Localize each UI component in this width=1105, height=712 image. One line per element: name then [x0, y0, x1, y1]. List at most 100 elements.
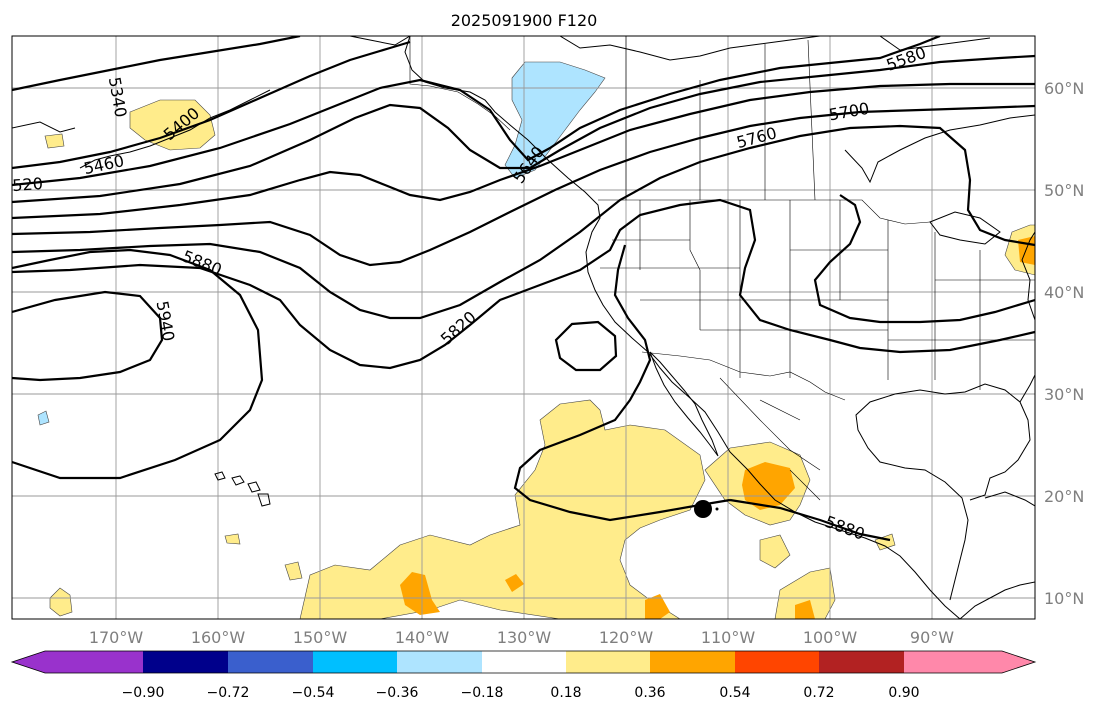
- contour-label: 5700: [827, 99, 870, 125]
- colorbar-outline: [10, 650, 1037, 674]
- map-panel: 5340 5400 5460 520 5580 5640 5700 5760 5…: [12, 36, 1035, 619]
- hawaii-islands-coastline: [214, 471, 271, 507]
- longitude-label: 150°W: [293, 628, 348, 647]
- canadian-arctic-coastline: [559, 36, 821, 61]
- longitude-label: 140°W: [395, 628, 450, 647]
- contour-label: 5460: [82, 151, 126, 178]
- height-contour-5820: [12, 198, 1035, 370]
- colorbar-tick-label: −0.90: [122, 685, 165, 701]
- colorbar-tick-label: −0.36: [376, 685, 419, 701]
- longitude-label: 170°W: [89, 628, 144, 647]
- longitude-label: 100°W: [803, 628, 858, 647]
- anomaly-shading: [37, 61, 1035, 619]
- anomaly-positive-area: [759, 534, 791, 569]
- latitude-label: 20°N: [1044, 487, 1084, 506]
- colorbar: −0.90 −0.72 −0.54 −0.36 −0.18 0.18 0.36 …: [10, 650, 1037, 701]
- contour-label: 5580: [884, 43, 929, 75]
- canadian-arctic-coastline: [879, 36, 991, 51]
- colorbar-segment: [45, 651, 143, 673]
- north-america-coastline: [404, 36, 961, 619]
- longitude-label: 130°W: [497, 628, 552, 647]
- height-contour-5880: [12, 248, 264, 480]
- east-coast-coastline: [1021, 231, 1035, 321]
- map-frame: [11, 35, 1036, 620]
- colorbar-segment: [228, 651, 313, 673]
- colorbar-segment: [566, 651, 650, 673]
- baja-california-coastline: [649, 351, 719, 457]
- anomaly-strong-positive-area: [400, 572, 440, 615]
- gulf-of-mexico-coastline: [855, 383, 1031, 601]
- anomaly-positive-area: [299, 399, 706, 619]
- longitude-label: 110°W: [701, 628, 756, 647]
- colorbar-tick-label: −0.18: [461, 685, 504, 701]
- central-america-coastline: [959, 581, 1035, 619]
- florida-coastline: [1019, 374, 1035, 403]
- colorbar-segment: [650, 651, 735, 673]
- alaska-coastline: [349, 36, 411, 46]
- colorbar-max-extension: [1002, 651, 1035, 673]
- colorbar-segment: [735, 651, 819, 673]
- latitude-label: 50°N: [1044, 181, 1084, 200]
- height-contour-5580: [12, 54, 1035, 204]
- anomaly-positive-area: [224, 533, 241, 545]
- anomaly-negative-area: [37, 410, 50, 426]
- colorbar-segments: [45, 651, 1002, 673]
- height-contour-5940: [12, 290, 164, 382]
- height-contour-5340: [12, 36, 301, 92]
- colorbar-segment: [482, 651, 566, 673]
- longitude-label: 120°W: [599, 628, 654, 647]
- anomaly-positive-area: [44, 133, 65, 149]
- colorbar-tick-label: 0.90: [888, 685, 919, 701]
- height-contour-5700: [12, 104, 1035, 267]
- colorbar-tick-label: 0.72: [803, 685, 834, 701]
- colorbar-tick-label: 0.54: [719, 685, 750, 701]
- anomaly-positive-area: [284, 561, 303, 581]
- colorbar-min-extension: [12, 651, 45, 673]
- colorbar-segment: [313, 651, 397, 673]
- anomaly-strong-positive-area: [645, 594, 670, 619]
- height-contour-5460: [12, 40, 411, 170]
- anomaly-strong-positive-area: [505, 574, 524, 592]
- longitude-label: 160°W: [191, 628, 246, 647]
- colorbar-segment: [819, 651, 904, 673]
- colorbar-segment: [397, 651, 482, 673]
- island-dot: [715, 507, 719, 511]
- latitude-label: 30°N: [1044, 385, 1084, 404]
- longitude-label: 90°W: [910, 628, 954, 647]
- coastlines: [12, 36, 1035, 619]
- anomaly-positive-area: [874, 533, 896, 551]
- storm-center-marker: [694, 500, 712, 518]
- latitude-label: 10°N: [1044, 589, 1084, 608]
- height-contour-5820-east: [813, 194, 1035, 324]
- canada-province-borders: [625, 36, 816, 201]
- longitude-labels: 170°W 160°W 150°W 140°W 130°W 120°W 110°…: [89, 628, 954, 647]
- height-contours: [12, 36, 1035, 542]
- us-mexico-border: [641, 351, 846, 401]
- latitude-labels: 60°N 50°N 40°N 30°N 20°N 10°N: [1044, 79, 1084, 608]
- map-title: 2025091900 F120: [451, 11, 598, 30]
- contour-label: 520: [12, 174, 44, 195]
- great-lakes-coastline: [929, 211, 1001, 245]
- anomaly-positive-area: [49, 587, 73, 617]
- contour-label: 5820: [437, 307, 480, 348]
- anomaly-strong-positive-area: [1018, 236, 1035, 265]
- anomaly-positive-area: [129, 99, 216, 151]
- colorbar-tick-label: 0.36: [634, 685, 665, 701]
- height-contour-5640: [12, 82, 1035, 220]
- alaska-coastline: [79, 89, 271, 169]
- height-contour-5880-lobe: [554, 320, 618, 372]
- colorbar-tick-label: −0.72: [207, 685, 250, 701]
- contour-label: 5340: [105, 75, 131, 118]
- contour-label: 5880: [823, 512, 868, 544]
- colorbar-segment: [143, 651, 228, 673]
- contour-label: 5940: [153, 299, 179, 342]
- anomaly-strong-positive-area: [742, 462, 795, 510]
- anomaly-strong-positive-area: [795, 600, 815, 619]
- latitude-label: 60°N: [1044, 79, 1084, 98]
- height-contour-5760: [12, 124, 1035, 320]
- cuba-coastline: [984, 491, 1035, 507]
- colorbar-tick-label: 0.18: [550, 685, 581, 701]
- anomaly-positive-area: [774, 567, 836, 619]
- height-contour-5880-mexico: [513, 244, 891, 542]
